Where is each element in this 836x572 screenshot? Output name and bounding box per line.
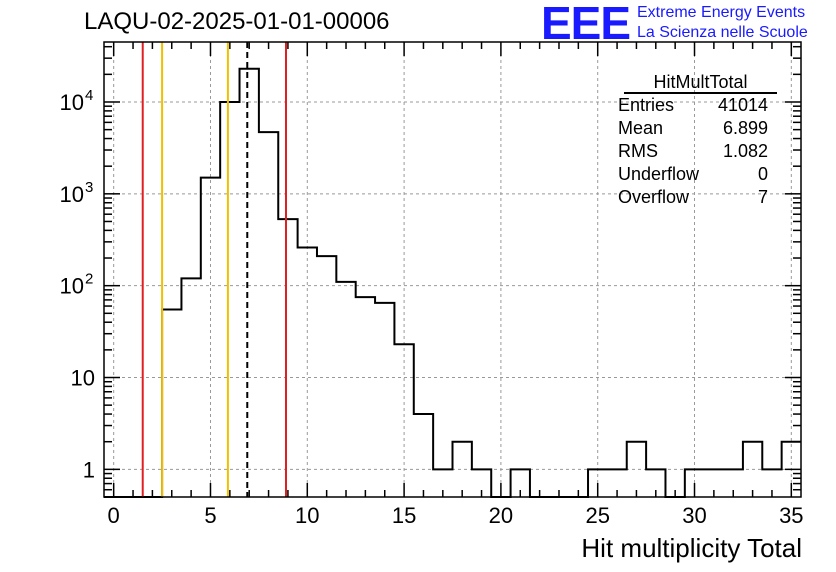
logo-line-1: Extreme Energy Events [637, 4, 806, 21]
x-tick-label: 0 [108, 503, 120, 528]
y-tick-exponent: 3 [85, 179, 93, 196]
stats-row-rms: RMS 1.082 [612, 140, 777, 163]
y-tick-label: 10 [71, 366, 95, 391]
stats-label: Overflow [618, 187, 690, 207]
x-tick-label: 25 [585, 503, 609, 528]
y-tick-label: 10 [60, 274, 84, 299]
stats-row-overflow: Overflow 7 [612, 186, 777, 209]
stats-label: Entries [618, 95, 675, 115]
stats-row-entries: Entries 41014 [612, 94, 777, 117]
logo-line-2: La Scienza nelle Scuole [637, 24, 808, 41]
stats-box: HitMultTotal Entries 41014 Mean 6.899 RM… [612, 72, 777, 209]
x-tick-label: 20 [489, 503, 513, 528]
y-tick-exponent: 4 [85, 87, 93, 104]
stats-title: HitMultTotal [624, 72, 777, 94]
y-tick-label: 10 [60, 90, 84, 115]
chart-title: LAQU-02-2025-01-01-00006 [84, 8, 390, 35]
x-tick-label: 30 [682, 503, 706, 528]
y-tick-label: 1 [83, 457, 95, 482]
stats-value: 6.899 [722, 118, 768, 138]
x-tick-label: 15 [392, 503, 416, 528]
x-tick-label: 10 [295, 503, 319, 528]
plot-frame [103, 41, 802, 498]
stats-label: Underflow [618, 164, 700, 184]
stats-label: Mean [618, 118, 664, 138]
stats-value: 1.082 [722, 141, 768, 161]
stats-row-mean: Mean 6.899 [612, 117, 777, 140]
stats-value: 0 [757, 164, 768, 184]
stats-row-underflow: Underflow 0 [612, 163, 777, 186]
y-tick-label: 10 [60, 182, 84, 207]
stats-label: RMS [618, 141, 658, 161]
eee-logo: EEE [541, 0, 631, 49]
x-tick-label: 5 [204, 503, 216, 528]
y-tick-exponent: 2 [85, 271, 93, 288]
stats-value: 41014 [717, 95, 768, 115]
stats-value: 7 [757, 187, 768, 207]
x-axis-label: Hit multiplicity Total [581, 533, 802, 563]
x-tick-label: 35 [779, 503, 803, 528]
